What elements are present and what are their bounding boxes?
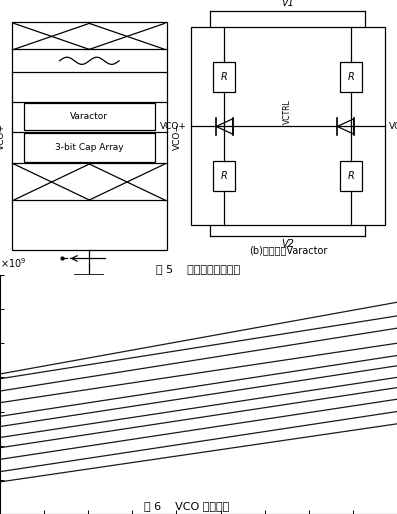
Text: VCTRL: VCTRL bbox=[283, 99, 292, 124]
Bar bbox=[24, 133, 155, 162]
Text: 3-bit Cap Array: 3-bit Cap Array bbox=[55, 143, 123, 152]
Bar bbox=[214, 161, 235, 191]
Text: VCO−: VCO− bbox=[173, 123, 182, 150]
Bar bbox=[214, 62, 235, 92]
Bar bbox=[341, 161, 362, 191]
Text: (a) VCO原理图: (a) VCO原理图 bbox=[62, 282, 117, 292]
Text: VCO−: VCO− bbox=[389, 122, 397, 131]
Text: 图 5    压控振荡器电路图: 图 5 压控振荡器电路图 bbox=[156, 264, 241, 273]
Text: Varactor: Varactor bbox=[70, 112, 108, 121]
Bar bbox=[12, 22, 167, 250]
Text: VCO+: VCO+ bbox=[0, 123, 6, 150]
Text: 图 6    VCO 谐谐曲线: 图 6 VCO 谐谐曲线 bbox=[144, 502, 229, 511]
Text: (b)高线性度Varactor: (b)高线性度Varactor bbox=[249, 245, 327, 255]
Bar bbox=[341, 62, 362, 92]
Text: R: R bbox=[348, 72, 355, 82]
Text: VCO+: VCO+ bbox=[160, 122, 187, 131]
Bar bbox=[24, 103, 155, 130]
Bar bbox=[191, 27, 385, 226]
Text: R: R bbox=[221, 72, 228, 82]
Text: R: R bbox=[221, 171, 228, 181]
Text: V1: V1 bbox=[281, 0, 294, 8]
Text: $\times10^9$: $\times10^9$ bbox=[0, 256, 27, 270]
Text: V2: V2 bbox=[281, 239, 294, 249]
Text: R: R bbox=[348, 171, 355, 181]
